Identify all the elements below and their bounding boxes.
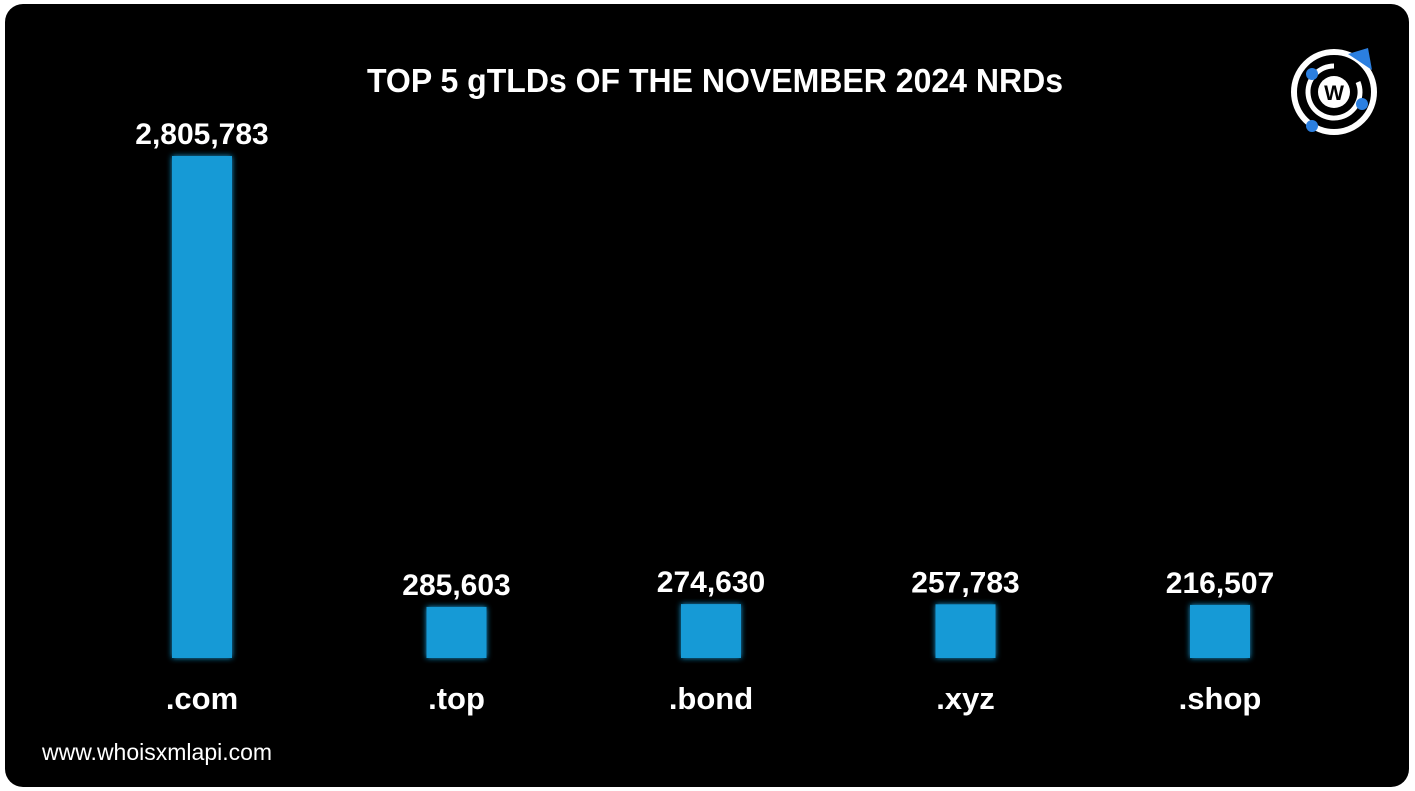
bar-chart: 2,805,783 .com 285,603 .top 274,630 .bond 257,…	[135, 118, 1274, 716]
category-label: .shop	[1179, 681, 1262, 716]
labels-layer: 2,805,783 .com 285,603 .top 274,630 .bond 257,…	[135, 118, 1274, 716]
whoisxmlapi-logo-icon: W	[1291, 48, 1377, 135]
category-label: .xyz	[936, 681, 995, 716]
bar-com	[172, 156, 232, 658]
category-label: .com	[166, 681, 238, 716]
website-url: www.whoisxmlapi.com	[42, 739, 273, 765]
bar-shop	[1190, 604, 1250, 658]
value-label: 274,630	[657, 566, 765, 599]
value-label: 216,507	[1166, 567, 1274, 600]
value-label: 2,805,783	[135, 118, 268, 151]
category-label: .bond	[669, 681, 753, 716]
bar-xyz	[935, 604, 996, 658]
value-label: 257,783	[911, 566, 1019, 599]
logo-letter: W	[1324, 82, 1344, 105]
bar-top	[426, 606, 487, 658]
value-label: 285,603	[402, 569, 510, 602]
chart-title: TOP 5 gTLDs OF THE NOVEMBER 2024 NRDs	[366, 62, 1064, 99]
bars-layer	[172, 156, 1250, 658]
chart-card: 2,805,783 .com 285,603 .top 274,630 .bond 257,…	[5, 4, 1409, 787]
category-label: .top	[428, 681, 485, 716]
bar-bond	[681, 604, 741, 658]
